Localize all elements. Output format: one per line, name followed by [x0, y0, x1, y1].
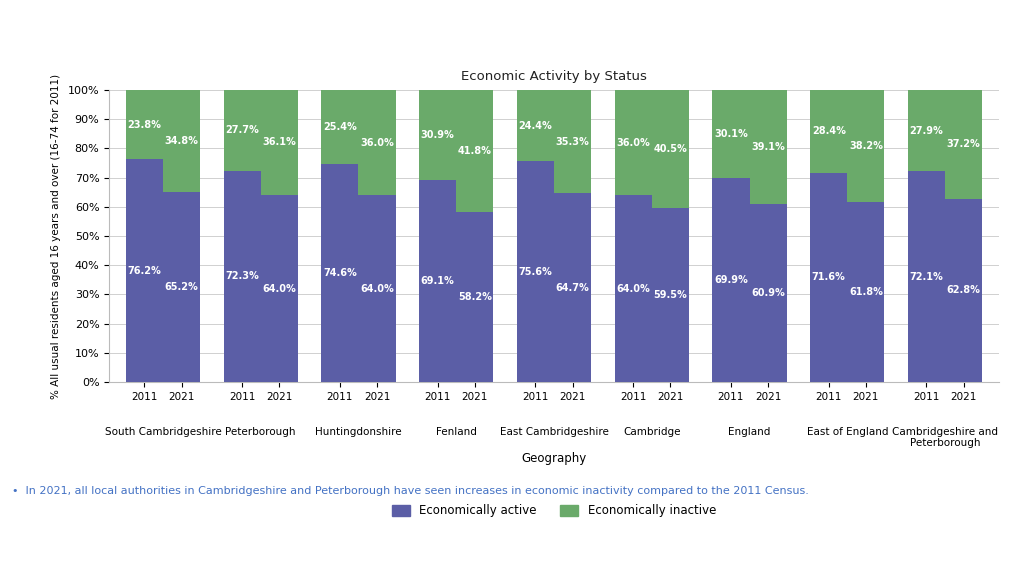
Bar [457, 90, 494, 212]
Bar [554, 193, 591, 382]
Text: 35.3%: 35.3% [556, 137, 590, 146]
Text: •  In 2021, all local authorities in Cambridgeshire and Peterborough have seen i: • In 2021, all local authorities in Camb… [12, 486, 809, 497]
Bar [750, 90, 786, 204]
Text: 64.0%: 64.0% [360, 283, 394, 294]
Bar [614, 90, 651, 195]
Text: 36.0%: 36.0% [360, 138, 394, 147]
Bar [554, 90, 591, 193]
Text: 69.9%: 69.9% [714, 275, 748, 285]
Text: 59.5%: 59.5% [653, 290, 687, 300]
Text: 64.0%: 64.0% [616, 283, 650, 294]
Text: Fenland: Fenland [436, 426, 476, 437]
Text: Huntingdonshire: Huntingdonshire [315, 426, 401, 437]
Bar [847, 90, 885, 202]
Bar [750, 204, 786, 382]
Bar [713, 178, 750, 382]
Text: South Cambridgeshire: South Cambridgeshire [104, 426, 221, 437]
Text: 61.8%: 61.8% [849, 287, 883, 297]
Bar [126, 160, 163, 382]
Bar [358, 90, 395, 195]
Title: Economic Activity by Status: Economic Activity by Status [461, 70, 647, 83]
Text: Cambridge: Cambridge [623, 426, 681, 437]
Bar [651, 90, 689, 209]
Text: 39.1%: 39.1% [752, 142, 785, 152]
Bar [322, 90, 358, 164]
Text: 24.4%: 24.4% [518, 120, 552, 131]
Text: 36.0%: 36.0% [616, 138, 650, 147]
Text: 74.6%: 74.6% [323, 268, 356, 278]
Text: Peterborough: Peterborough [225, 426, 296, 437]
Bar [847, 202, 885, 382]
Text: 69.1%: 69.1% [421, 276, 455, 286]
Text: 71.6%: 71.6% [812, 272, 846, 282]
Text: East of England: East of England [807, 426, 888, 437]
Text: 28.4%: 28.4% [812, 126, 846, 137]
Bar [945, 90, 982, 199]
Text: 64.7%: 64.7% [556, 283, 590, 293]
Text: 65.2%: 65.2% [165, 282, 199, 292]
Bar [358, 195, 395, 382]
Bar [163, 90, 200, 192]
X-axis label: Geography: Geography [521, 452, 587, 465]
Text: 30.1%: 30.1% [714, 129, 748, 139]
Text: 41.8%: 41.8% [458, 146, 492, 156]
Text: 27.9%: 27.9% [909, 126, 943, 136]
Bar [810, 173, 847, 382]
Text: 37.2%: 37.2% [947, 139, 981, 149]
Text: 64.0%: 64.0% [262, 283, 296, 294]
Bar [517, 161, 554, 382]
Bar [908, 90, 945, 172]
Text: 34.8%: 34.8% [165, 136, 199, 146]
Text: 75.6%: 75.6% [518, 267, 552, 276]
Text: 30.9%: 30.9% [421, 130, 455, 140]
Bar [322, 164, 358, 382]
Y-axis label: % All usual residents aged 16 years and over (16-74 for 2011): % All usual residents aged 16 years and … [51, 73, 60, 399]
Text: England: England [728, 426, 771, 437]
Text: 72.3%: 72.3% [225, 271, 259, 282]
Bar [419, 90, 457, 180]
Text: 72.1%: 72.1% [909, 272, 943, 282]
Bar [457, 212, 494, 382]
Bar [945, 199, 982, 382]
Bar [261, 90, 298, 195]
Bar [419, 180, 457, 382]
Legend: Economically active, Economically inactive: Economically active, Economically inacti… [387, 500, 721, 522]
Text: 36.1%: 36.1% [262, 138, 296, 147]
Bar [223, 90, 261, 171]
Text: 23.8%: 23.8% [127, 120, 162, 130]
Text: 25.4%: 25.4% [323, 122, 356, 132]
Bar [126, 90, 163, 160]
Text: 27.7%: 27.7% [225, 126, 259, 135]
Bar [261, 195, 298, 382]
Bar [517, 90, 554, 161]
Text: East Cambridgeshire: East Cambridgeshire [500, 426, 608, 437]
Bar [163, 192, 200, 382]
Bar [651, 209, 689, 382]
Text: 40.5%: 40.5% [653, 144, 687, 154]
Text: 38.2%: 38.2% [849, 141, 883, 151]
Text: Cambridgeshire and
Peterborough: Cambridgeshire and Peterborough [892, 426, 998, 448]
Bar [810, 90, 847, 173]
Text: 76.2%: 76.2% [127, 266, 161, 276]
Bar [223, 171, 261, 382]
Text: Economic activity status, Census 2011 and 2021: Economic activity status, Census 2011 an… [12, 16, 561, 35]
Bar [713, 90, 750, 178]
Text: 62.8%: 62.8% [946, 285, 981, 295]
Text: 58.2%: 58.2% [458, 292, 492, 302]
Text: 60.9%: 60.9% [752, 288, 785, 298]
Bar [908, 172, 945, 382]
Bar [614, 195, 651, 382]
